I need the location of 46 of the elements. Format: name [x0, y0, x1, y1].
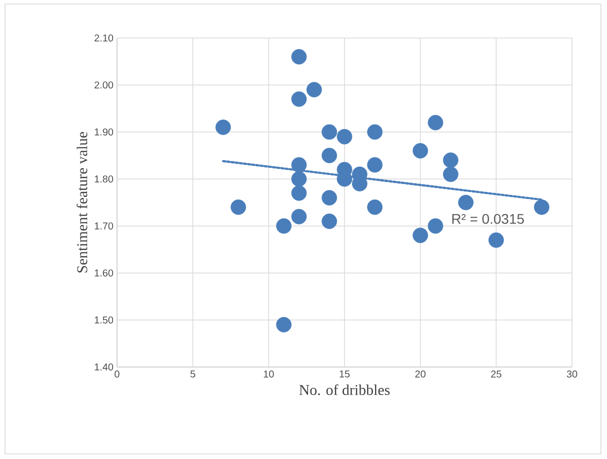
- point: [442, 152, 458, 168]
- point: [230, 199, 246, 215]
- y-tick-label: 1.90: [94, 128, 114, 136]
- point: [367, 199, 383, 215]
- annotation: R² = 0.0315: [452, 214, 524, 224]
- point: [367, 157, 383, 173]
- point: [276, 218, 292, 234]
- y-tick-label: 1.40: [94, 363, 114, 371]
- y-tick-label: 2.10: [94, 34, 114, 42]
- point: [322, 124, 338, 140]
- x-tick-label: 10: [264, 370, 274, 378]
- point: [276, 316, 292, 332]
- y-tick-label: 1.70: [94, 222, 114, 230]
- point: [291, 171, 307, 187]
- point: [291, 49, 307, 64]
- x-tick-label: 0: [114, 370, 120, 378]
- point: [428, 218, 444, 234]
- y-tick-label: 1.50: [94, 316, 114, 324]
- point: [336, 128, 352, 144]
- point: [412, 228, 428, 244]
- y-tick-label: 1.80: [94, 175, 114, 183]
- point: [428, 114, 444, 130]
- x-tick-label: 20: [415, 370, 426, 378]
- x-tick-label: 15: [340, 370, 350, 378]
- point: [458, 194, 474, 210]
- point: [534, 199, 550, 215]
- x-axis-title: No. of dribbles: [299, 384, 390, 396]
- x-tick-label: 5: [190, 370, 196, 378]
- point: [322, 214, 338, 229]
- point: [442, 166, 458, 182]
- point: [215, 120, 231, 135]
- point: [291, 91, 307, 107]
- y-tick-label: 1.60: [94, 269, 114, 277]
- y-tick-label: 2.00: [94, 81, 114, 89]
- point: [488, 232, 504, 248]
- point: [322, 190, 338, 206]
- y-axis-title: Sentiment feature value: [76, 132, 88, 272]
- point: [291, 208, 307, 224]
- point: [291, 185, 307, 201]
- x-tick-label: 25: [491, 370, 502, 378]
- x-tick-label: 30: [566, 370, 578, 378]
- point: [367, 124, 383, 140]
- point: [291, 157, 307, 173]
- point: [412, 143, 428, 158]
- point: [322, 148, 338, 164]
- point: [306, 82, 322, 98]
